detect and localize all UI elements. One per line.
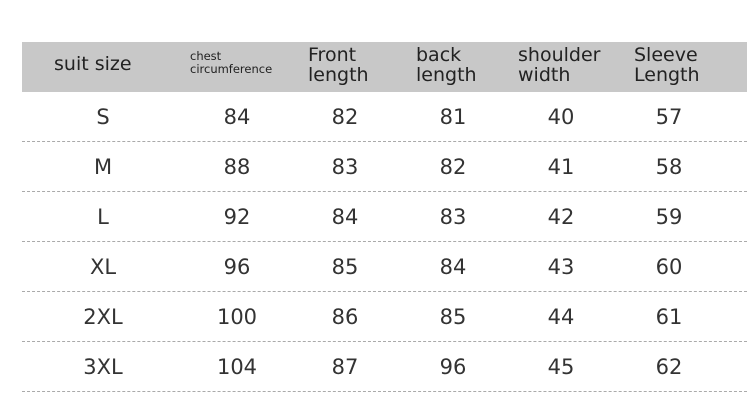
- value-cell: 43: [547, 255, 575, 279]
- value-cell: 84: [439, 255, 467, 279]
- header-cell: shoulder width: [518, 44, 601, 86]
- row-separator: [22, 241, 747, 242]
- value-cell: 104: [216, 355, 258, 379]
- header-cell: back length: [416, 44, 477, 86]
- row-separator: [22, 191, 747, 192]
- value-cell: 87: [331, 355, 359, 379]
- row-separator: [22, 391, 747, 392]
- row-separator: [22, 141, 747, 142]
- value-cell: 96: [223, 255, 251, 279]
- value-cell: 84: [331, 205, 359, 229]
- value-cell: 44: [547, 305, 575, 329]
- value-cell: 81: [439, 105, 467, 129]
- header-cell: Sleeve Length: [634, 44, 700, 86]
- size-cell: XL: [89, 255, 117, 279]
- value-cell: 45: [547, 355, 575, 379]
- value-cell: 85: [331, 255, 359, 279]
- value-cell: 83: [331, 155, 359, 179]
- size-cell: 2XL: [83, 305, 123, 329]
- header-cell: Front length: [308, 44, 369, 86]
- size-cell: S: [96, 105, 110, 129]
- value-cell: 59: [655, 205, 683, 229]
- size-cell: 3XL: [83, 355, 123, 379]
- value-cell: 100: [216, 305, 258, 329]
- header-cell: suit size: [54, 53, 132, 75]
- value-cell: 96: [439, 355, 467, 379]
- value-cell: 84: [223, 105, 251, 129]
- value-cell: 60: [655, 255, 683, 279]
- value-cell: 61: [655, 305, 683, 329]
- value-cell: 86: [331, 305, 359, 329]
- value-cell: 57: [655, 105, 683, 129]
- value-cell: 41: [547, 155, 575, 179]
- value-cell: 92: [223, 205, 251, 229]
- value-cell: 82: [439, 155, 467, 179]
- size-cell: L: [97, 205, 109, 229]
- value-cell: 58: [655, 155, 683, 179]
- row-separator: [22, 291, 747, 292]
- value-cell: 40: [547, 105, 575, 129]
- value-cell: 88: [223, 155, 251, 179]
- value-cell: 82: [331, 105, 359, 129]
- value-cell: 42: [547, 205, 575, 229]
- row-separator: [22, 341, 747, 342]
- header-cell: chest circumference: [190, 49, 273, 76]
- value-cell: 62: [655, 355, 683, 379]
- table-header: suit size chest circumference Front length…: [22, 42, 747, 92]
- size-cell: M: [93, 155, 113, 179]
- value-cell: 83: [439, 205, 467, 229]
- value-cell: 85: [439, 305, 467, 329]
